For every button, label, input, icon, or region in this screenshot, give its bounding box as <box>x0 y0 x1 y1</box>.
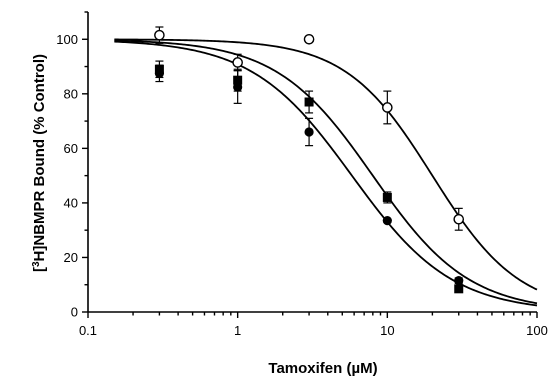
filled-square-point <box>304 97 314 107</box>
y-tick-label: 40 <box>64 195 78 210</box>
fit-curve <box>114 40 538 307</box>
open-circle-point <box>154 29 165 41</box>
y-axis-title-main: NBMPR Bound (% Control) <box>31 54 48 246</box>
open-circle-point <box>453 213 465 225</box>
filled-circle-point <box>304 127 314 137</box>
fit-curve <box>114 38 538 291</box>
y-tick-label: 100 <box>56 32 78 47</box>
y-tick-label: 60 <box>64 141 78 156</box>
x-tick-label: 0.1 <box>79 323 97 338</box>
filled-square-point <box>382 192 392 202</box>
open-circle-point <box>382 102 393 113</box>
open-circle-point <box>303 33 315 45</box>
x-tick-label: 10 <box>380 323 394 338</box>
data-points <box>154 29 465 294</box>
x-tick-label: 1 <box>234 323 241 338</box>
y-axis-title-isotope: H] <box>31 246 48 262</box>
fit-curve <box>114 39 538 305</box>
axes <box>82 11 538 318</box>
y-axis-title: [3H]NBMPR Bound (% Control) <box>31 54 48 272</box>
y-tick-label: 20 <box>64 250 78 265</box>
filled-circle-point <box>233 82 243 92</box>
tick-labels: 0 20 40 60 80 100 0.1 1 10 100 <box>56 32 548 338</box>
x-axis-title: Tamoxifen (µM) <box>268 360 377 377</box>
filled-square-point <box>233 75 243 85</box>
y-tick-label: 80 <box>64 86 78 101</box>
y-axis-title-superscript: 3 <box>31 261 42 267</box>
error-bars <box>155 26 463 293</box>
y-axis-title-bracket: [ <box>31 267 48 272</box>
filled-square-point <box>454 284 464 294</box>
open-circle-point <box>232 57 243 68</box>
filled-circle-point <box>454 276 464 286</box>
x-tick-label: 100 <box>526 323 548 338</box>
fit-curves <box>114 38 538 307</box>
y-tick-label: 0 <box>71 305 78 320</box>
filled-circle-point <box>154 68 165 78</box>
filled-circle-point <box>382 216 392 226</box>
